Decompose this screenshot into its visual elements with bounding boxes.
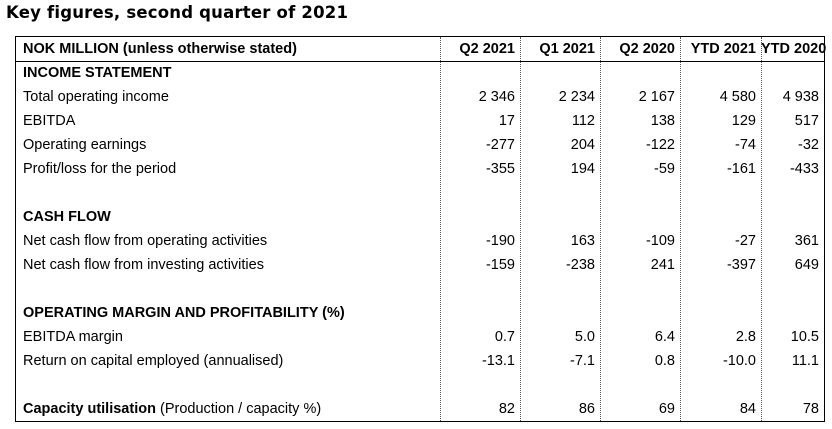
column-divider <box>600 37 601 421</box>
table-row: Profit/loss for the period -355 194 -59 … <box>16 157 824 181</box>
table-cell: 84 <box>739 401 756 417</box>
table-cell: 17 <box>498 113 515 129</box>
table-row: Net cash flow from investing activities … <box>16 253 824 277</box>
table-cell: 2 346 <box>478 89 515 105</box>
table-row: Operating earnings -277 204 -122 -74 -32 <box>16 133 824 157</box>
table-cell: 0.7 <box>494 329 515 345</box>
column-header: YTD 2020 <box>761 41 827 57</box>
table-cell: -109 <box>645 233 675 249</box>
table-cell: -159 <box>485 257 515 273</box>
table-cell: -27 <box>735 233 756 249</box>
table-cell: -277 <box>485 137 515 153</box>
table-row: EBITDA 17 112 138 129 517 <box>16 109 824 133</box>
table-cell: -74 <box>735 137 756 153</box>
table-cell: -13.1 <box>481 353 515 369</box>
column-header: Q1 2021 <box>539 41 595 57</box>
table-cell: 86 <box>578 401 595 417</box>
table-cell: -238 <box>565 257 595 273</box>
table-cell: 361 <box>794 233 819 249</box>
table-cell: 4 580 <box>719 89 756 105</box>
row-label: EBITDA <box>23 113 76 129</box>
row-label: EBITDA margin <box>23 329 123 345</box>
column-divider <box>761 37 762 421</box>
table-cell: 0.8 <box>654 353 675 369</box>
row-label: Operating earnings <box>23 137 147 153</box>
column-header: Q2 2020 <box>619 41 675 57</box>
table-cell: -59 <box>654 161 675 177</box>
table-cell: -355 <box>485 161 515 177</box>
header-label: NOK MILLION (unless otherwise stated) <box>23 41 297 57</box>
column-divider <box>440 37 441 421</box>
table-cell: 138 <box>650 113 675 129</box>
table-cell: 78 <box>802 401 819 417</box>
table-cell: 2 234 <box>558 89 595 105</box>
table-cell: -433 <box>789 161 819 177</box>
table-cell: 2.8 <box>735 329 756 345</box>
row-label: Return on capital employed (annualised) <box>23 353 284 369</box>
table-cell: 2 167 <box>638 89 675 105</box>
table-cell: 129 <box>731 113 756 129</box>
table-row: Total operating income 2 346 2 234 2 167… <box>16 85 824 109</box>
table-cell: 241 <box>650 257 675 273</box>
column-divider <box>520 37 521 421</box>
row-label-rest: (Production / capacity %) <box>159 401 322 417</box>
page-title: Key figures, second quarter of 2021 <box>6 3 349 22</box>
table-cell: 69 <box>658 401 675 417</box>
section-heading: CASH FLOW <box>23 209 111 225</box>
table-cell: 649 <box>794 257 819 273</box>
table-cell: -10.0 <box>722 353 756 369</box>
row-label: Net cash flow from operating activities <box>23 233 268 249</box>
table-cell: 4 938 <box>782 89 819 105</box>
table-cell: -7.1 <box>570 353 595 369</box>
column-header: Q2 2021 <box>459 41 515 57</box>
table-cell: 5.0 <box>574 329 595 345</box>
table-row: Net cash flow from operating activities … <box>16 229 824 253</box>
section-heading-row: CASH FLOW <box>16 205 824 229</box>
row-label: Net cash flow from investing activities <box>23 257 264 273</box>
column-divider <box>680 37 681 421</box>
table-row: Return on capital employed (annualised) … <box>16 349 824 373</box>
table-cell: 11.1 <box>791 353 819 369</box>
table-row: EBITDA margin 0.7 5.0 6.4 2.8 10.5 <box>16 325 824 349</box>
section-heading-row: INCOME STATEMENT <box>16 61 824 85</box>
table-cell: 204 <box>570 137 595 153</box>
column-header: YTD 2021 <box>690 41 756 57</box>
table-cell: 163 <box>570 233 595 249</box>
section-heading-row: OPERATING MARGIN AND PROFITABILITY (%) <box>16 301 824 325</box>
table-cell: 517 <box>794 113 819 129</box>
table-cell: -397 <box>726 257 756 273</box>
table-cell: -161 <box>726 161 756 177</box>
section-heading: OPERATING MARGIN AND PROFITABILITY (%) <box>23 305 345 321</box>
key-figures-table: NOK MILLION (unless otherwise stated) Q2… <box>15 36 827 422</box>
row-label: Total operating income <box>23 89 169 105</box>
row-label: Capacity utilisation (Production / capac… <box>23 397 321 421</box>
table-cell: -32 <box>798 137 819 153</box>
table-cell: 10.5 <box>790 329 819 345</box>
row-label: Profit/loss for the period <box>23 161 177 177</box>
table-cell: -122 <box>645 137 675 153</box>
table-header-row: NOK MILLION (unless otherwise stated) Q2… <box>16 37 827 62</box>
table-cell: 194 <box>570 161 595 177</box>
section-heading: INCOME STATEMENT <box>23 65 172 81</box>
table-cell: 112 <box>571 113 595 129</box>
row-label-bold: Capacity utilisation <box>23 401 156 417</box>
table-cell: -190 <box>485 233 515 249</box>
table-row: Capacity utilisation (Production / capac… <box>16 397 824 421</box>
table-cell: 82 <box>498 401 515 417</box>
table-cell: 6.4 <box>654 329 675 345</box>
